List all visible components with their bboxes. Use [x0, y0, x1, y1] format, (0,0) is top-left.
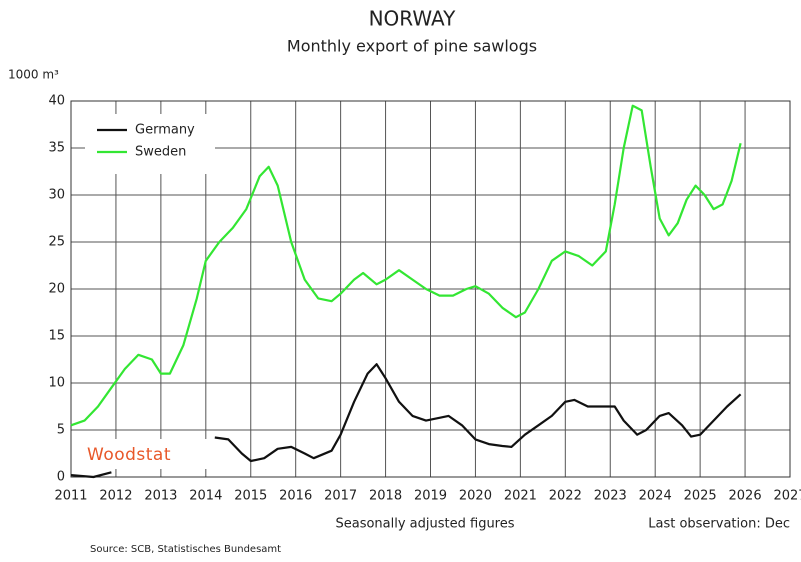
- y-tick-label: 10: [48, 376, 65, 391]
- legend-box: [85, 114, 215, 174]
- x-tick-label: 2024: [639, 489, 672, 504]
- x-tick-label: 2025: [684, 489, 717, 504]
- legend-label: Germany: [135, 123, 195, 138]
- y-tick-label: 25: [48, 235, 65, 250]
- y-tick-label: 30: [48, 188, 65, 203]
- y-tick-label: 35: [48, 141, 65, 156]
- x-tick-label: 2013: [144, 489, 177, 504]
- x-tick-label: 2016: [279, 489, 312, 504]
- y-tick-label: 40: [48, 94, 65, 109]
- note: Last observation: Dec: [648, 517, 790, 532]
- legend-label: Sweden: [135, 145, 186, 160]
- x-tick-label: 2026: [729, 489, 762, 504]
- y-axis-label: 1000 m³: [8, 68, 59, 82]
- y-tick-label: 5: [57, 423, 65, 438]
- chart-subtitle: Monthly export of pine sawlogs: [287, 37, 537, 56]
- x-tick-label: 2011: [54, 489, 87, 504]
- y-tick-label: 20: [48, 282, 65, 297]
- y-tick-label: 0: [57, 470, 65, 485]
- x-tick-label: 2027: [773, 489, 801, 504]
- data-line: [70, 104, 742, 427]
- x-tick-label: 2020: [459, 489, 492, 504]
- data-line: [70, 363, 742, 479]
- x-tick-label: 2012: [99, 489, 132, 504]
- note: Seasonally adjusted figures: [335, 517, 514, 532]
- x-tick-label: 2014: [189, 489, 222, 504]
- x-tick-label: 2022: [549, 489, 582, 504]
- y-tick-label: 15: [48, 329, 65, 344]
- x-tick-label: 2023: [594, 489, 627, 504]
- x-tick-label: 2018: [369, 489, 402, 504]
- logo: Woodstat: [87, 445, 171, 465]
- source: Source: SCB, Statistisches Bundesamt: [90, 544, 281, 555]
- plot-border: [70, 100, 791, 478]
- x-tick-label: 2015: [234, 489, 267, 504]
- x-tick-label: 2019: [414, 489, 447, 504]
- x-tick-label: 2021: [504, 489, 537, 504]
- x-tick-label: 2017: [324, 489, 357, 504]
- chart-title: NORWAY: [369, 7, 457, 31]
- logo-box: [80, 439, 208, 469]
